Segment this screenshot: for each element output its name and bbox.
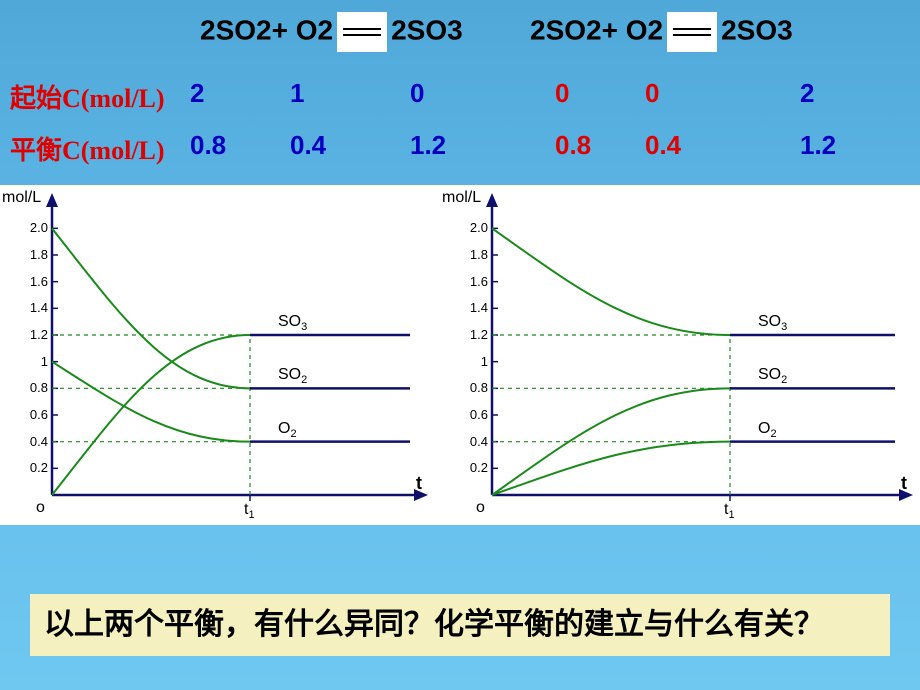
x-axis-label: t [416, 473, 422, 494]
y-axis-label: mol/L [2, 189, 41, 207]
val-cell: 0.8 [555, 130, 591, 161]
eq2-lhs: 2SO2+ O2 [530, 14, 663, 45]
x-axis-label: t [901, 473, 907, 494]
origin-label: o [36, 499, 45, 517]
eq1-lhs: 2SO2+ O2 [200, 14, 333, 45]
val-cell: 0 [645, 78, 659, 109]
species-label: SO3 [278, 313, 307, 333]
species-label: SO3 [758, 313, 787, 333]
equilibrium-arrow-icon [337, 12, 387, 52]
equation-1: 2SO2+ O2 2SO3 [200, 12, 463, 52]
val-cell: 2 [190, 78, 204, 109]
t1-label: t1 [724, 501, 735, 521]
species-label: O2 [278, 420, 297, 440]
val-cell: 1 [290, 78, 304, 109]
val-cell: 1.2 [410, 130, 446, 161]
origin-label: o [476, 499, 485, 517]
val-cell: 0.4 [290, 130, 326, 161]
species-label: SO2 [278, 366, 307, 386]
row-eq-label: 平衡C(mol/L) [10, 130, 165, 167]
val-cell: 2 [800, 78, 814, 109]
val-cell: 0 [410, 78, 424, 109]
eq1-rhs: 2SO3 [391, 14, 463, 45]
t1-label: t1 [244, 501, 255, 521]
species-label: SO2 [758, 366, 787, 386]
question-box: 以上两个平衡，有什么异同？化学平衡的建立与什么有关？ [30, 594, 890, 656]
question-text: 以上两个平衡，有什么异同？化学平衡的建立与什么有关？ [44, 608, 824, 641]
equation-2: 2SO2+ O2 2SO3 [530, 12, 793, 52]
eq2-rhs: 2SO3 [721, 14, 793, 45]
val-cell: 1.2 [800, 130, 836, 161]
row-start-label: 起始C(mol/L) [10, 78, 165, 115]
equilibrium-arrow-icon [667, 12, 717, 52]
chart-1: 0.20.40.60.811.21.41.61.82.0mol/LSO3SO2O… [0, 185, 440, 525]
val-cell: 0 [555, 78, 569, 109]
val-cell: 0.8 [190, 130, 226, 161]
y-axis-label: mol/L [442, 189, 481, 207]
species-label: O2 [758, 420, 777, 440]
chart-2: 0.20.40.60.811.21.41.61.82.0mol/LSO3SO2O… [440, 185, 920, 525]
charts-container: 0.20.40.60.811.21.41.61.82.0mol/LSO3SO2O… [0, 185, 920, 525]
val-cell: 0.4 [645, 130, 681, 161]
